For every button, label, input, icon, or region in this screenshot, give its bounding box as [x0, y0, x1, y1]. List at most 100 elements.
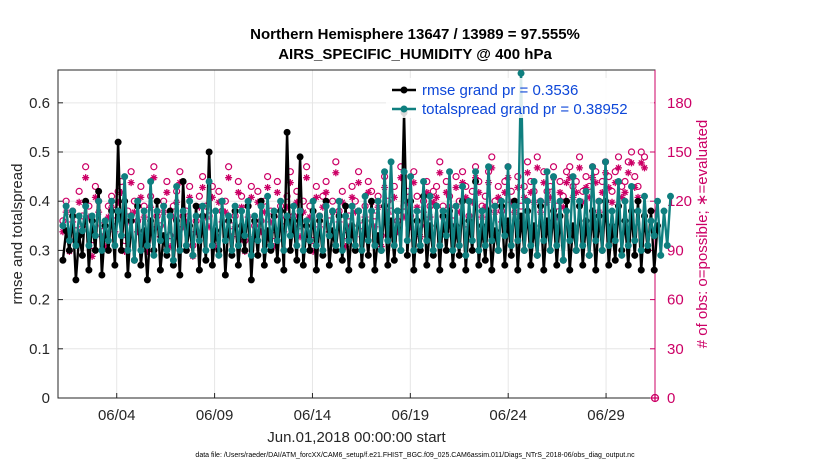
- chart-title-line-2: AIRS_SPECIFIC_HUMIDITY @ 400 hPa: [278, 46, 552, 63]
- obs-evaluated-point: [238, 203, 246, 211]
- rmse-point: [488, 266, 496, 274]
- totalspread-point: [563, 207, 571, 215]
- rmse-point: [566, 266, 574, 274]
- rmse-point: [283, 128, 291, 136]
- x-tick-label: 06/19: [392, 407, 430, 424]
- totalspread-point: [75, 212, 83, 220]
- obs-possible-point: [549, 163, 558, 171]
- rmse-point: [137, 261, 145, 269]
- rmse-point: [358, 261, 366, 269]
- totalspread-point: [332, 241, 340, 249]
- obs-evaluated-point: [494, 193, 502, 201]
- obs-evaluated-point: [390, 193, 398, 201]
- obs-evaluated-point: [524, 169, 532, 177]
- y-left-tick-label: 0: [42, 390, 50, 407]
- obs-possible-point: [458, 168, 467, 176]
- obs-evaluated-point: [546, 193, 554, 201]
- rmse-point: [192, 202, 200, 210]
- obs-evaluated-point: [75, 198, 83, 206]
- totalspread-point: [117, 232, 125, 240]
- obs-evaluated-point: [267, 218, 275, 226]
- totalspread-point: [520, 246, 528, 254]
- totalspread-point: [537, 197, 545, 205]
- obs-evaluated-point: [163, 188, 171, 196]
- obs-evaluated-point: [459, 179, 467, 187]
- totalspread-point: [247, 251, 255, 259]
- obs-evaluated-point: [286, 179, 294, 187]
- totalspread-point: [234, 241, 242, 249]
- legend-rmse-label: rmse grand pr = 0.3536: [422, 82, 578, 99]
- rmse-point: [306, 246, 314, 254]
- totalspread-point: [329, 207, 337, 215]
- rmse-point: [280, 266, 288, 274]
- y-right-axis-label: # of obs: o=possible; ∗=evaluated: [694, 120, 711, 349]
- totalspread-point: [273, 237, 281, 245]
- totalspread-point: [559, 256, 567, 264]
- obs-possible-point: [127, 168, 135, 176]
- totalspread-point: [407, 173, 415, 181]
- rmse-point: [475, 261, 483, 269]
- obs-evaluated-point: [615, 164, 623, 172]
- obs-evaluated-point: [355, 179, 363, 187]
- obs-possible-point: [199, 173, 207, 181]
- totalspread-point: [439, 207, 447, 215]
- totalspread-point: [641, 192, 649, 200]
- totalspread-point: [322, 202, 330, 210]
- totalspread-point: [199, 202, 207, 210]
- totalspread-point: [176, 246, 184, 254]
- obs-evaluated-point: [436, 169, 444, 177]
- obs-possible-point: [562, 168, 571, 176]
- obs-evaluated-point: [605, 184, 613, 192]
- legend-totalspread-label: totalspread grand pr = 0.38952: [422, 101, 628, 118]
- legend-totalspread-marker: [400, 105, 408, 113]
- totalspread-point: [472, 168, 480, 176]
- rmse-point: [364, 251, 372, 259]
- totalspread-point: [621, 197, 629, 205]
- obs-possible-point: [263, 173, 272, 181]
- rmse-point: [91, 246, 99, 254]
- totalspread-point: [546, 246, 554, 254]
- totalspread-point: [475, 246, 483, 254]
- obs-evaluated-point: [179, 223, 187, 231]
- rmse-point: [631, 251, 639, 259]
- totalspread-point: [631, 237, 639, 245]
- totalspread-point: [286, 232, 294, 240]
- obs-evaluated-point: [400, 213, 408, 221]
- rmse-point: [501, 261, 509, 269]
- y-left-tick-label: 0.4: [29, 193, 50, 210]
- obs-evaluated-point: [556, 188, 564, 196]
- obs-evaluated-point: [247, 193, 255, 201]
- rmse-point: [455, 251, 463, 259]
- obs-evaluated-point: [361, 213, 369, 221]
- obs-possible-point: [163, 177, 171, 186]
- rmse-point: [72, 276, 80, 284]
- obs-evaluated-point: [143, 247, 151, 255]
- obs-evaluated-point: [410, 179, 418, 187]
- totalspread-point: [533, 251, 541, 259]
- totalspread-point: [442, 232, 450, 240]
- obs-evaluated-point: [621, 188, 629, 196]
- totalspread-point: [85, 241, 93, 249]
- totalspread-point: [88, 212, 96, 220]
- totalspread-point: [660, 207, 668, 215]
- totalspread-point: [218, 197, 226, 205]
- obs-evaluated-point: [293, 198, 301, 206]
- totalspread-point: [426, 192, 434, 200]
- obs-possible-point: [176, 168, 184, 176]
- obs-possible-point: [322, 177, 330, 186]
- rmse-point: [449, 261, 457, 269]
- rmse-point: [247, 276, 255, 284]
- obs-evaluated-point: [628, 159, 636, 167]
- totalspread-point: [309, 197, 317, 205]
- x-tick-label: 06/14: [294, 407, 332, 424]
- obs-evaluated-point: [423, 188, 431, 196]
- totalspread-point: [91, 232, 99, 240]
- obs-evaluated-point: [283, 203, 291, 211]
- rmse-point: [273, 256, 281, 264]
- obs-possible-point: [627, 148, 636, 156]
- obs-evaluated-point: [637, 159, 645, 167]
- totalspread-point: [202, 246, 210, 254]
- totalspread-point: [524, 197, 532, 205]
- totalspread-point: [368, 207, 376, 215]
- rmse-point: [286, 246, 294, 254]
